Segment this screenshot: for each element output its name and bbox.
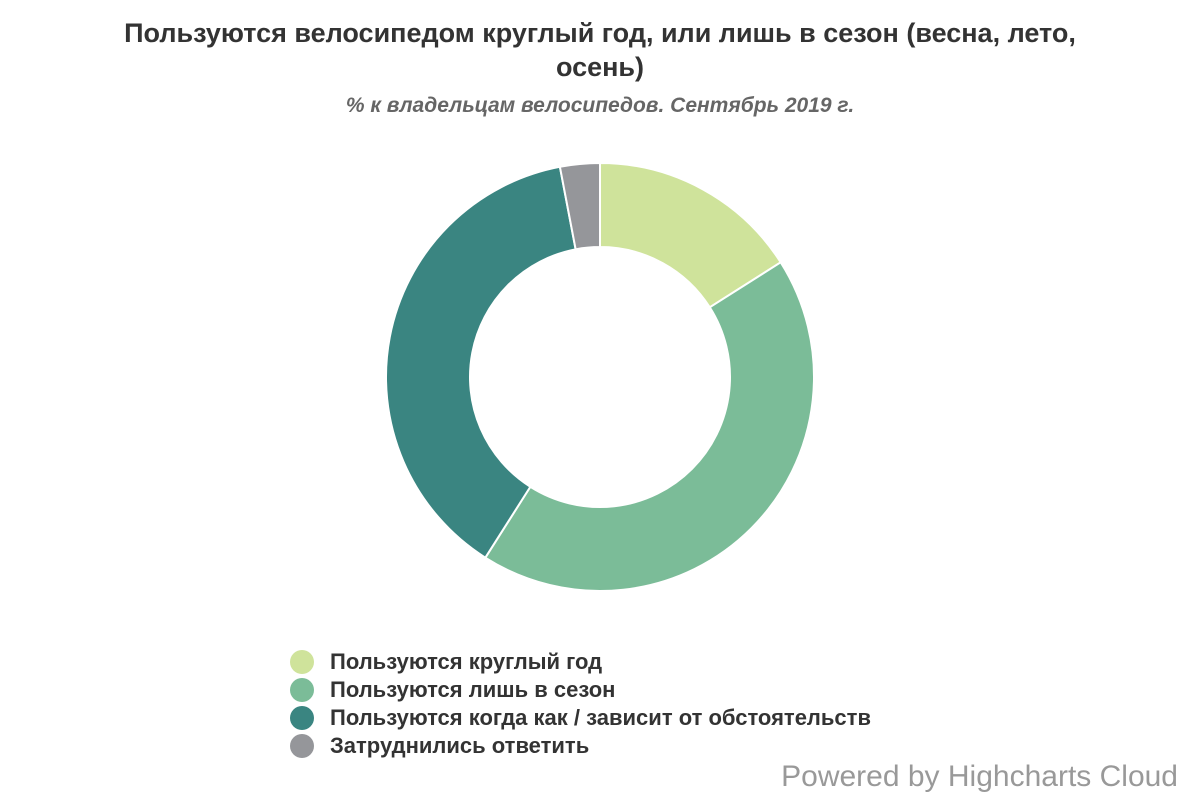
legend-item-2[interactable]: Пользуются лишь в сезон [290, 676, 871, 704]
legend-item-4[interactable]: Затруднились ответить [290, 732, 871, 760]
legend-label: Пользуются круглый год [330, 649, 603, 674]
legend-swatch [290, 678, 314, 702]
chart-title: Пользуются велосипедом круглый год, или … [124, 18, 1076, 82]
credits-link[interactable]: Powered by Highcharts Cloud [781, 760, 1178, 793]
legend-swatch [290, 706, 314, 730]
legend-swatch [290, 650, 314, 674]
legend-item-3[interactable]: Пользуются когда как / зависит от обстоя… [290, 704, 871, 732]
donut-slice-2[interactable] [484, 261, 815, 592]
chart-legend: Пользуются круглый год Пользуются лишь в … [290, 648, 871, 760]
chart-subtitle: % к владельцам велосипедов. Сентябрь 201… [345, 94, 855, 117]
legend-swatch [290, 734, 314, 758]
donut-slice-3[interactable] [385, 165, 577, 559]
donut-slice-4[interactable] [558, 162, 601, 251]
legend-label: Затруднились ответить [330, 733, 590, 758]
legend-label: Пользуются лишь в сезон [330, 677, 616, 702]
legend-item-1[interactable]: Пользуются круглый год [290, 648, 871, 676]
legend-label: Пользуются когда как / зависит от обстоя… [330, 705, 871, 730]
